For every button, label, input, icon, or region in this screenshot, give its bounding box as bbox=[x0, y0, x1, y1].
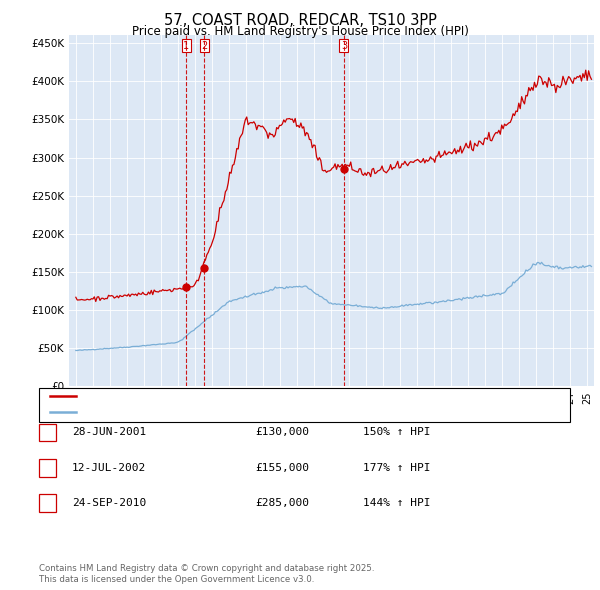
Text: 57, COAST ROAD, REDCAR, TS10 3PP (semi-detached house): 57, COAST ROAD, REDCAR, TS10 3PP (semi-d… bbox=[81, 391, 398, 401]
Text: 1: 1 bbox=[184, 41, 190, 51]
Text: 28-JUN-2001: 28-JUN-2001 bbox=[72, 428, 146, 437]
Text: 2: 2 bbox=[201, 41, 207, 51]
Text: 144% ↑ HPI: 144% ↑ HPI bbox=[363, 499, 431, 508]
Text: This data is licensed under the Open Government Licence v3.0.: This data is licensed under the Open Gov… bbox=[39, 575, 314, 584]
Text: £155,000: £155,000 bbox=[255, 463, 309, 473]
Text: 24-SEP-2010: 24-SEP-2010 bbox=[72, 499, 146, 508]
Text: 177% ↑ HPI: 177% ↑ HPI bbox=[363, 463, 431, 473]
Text: 3: 3 bbox=[44, 499, 51, 508]
Text: £130,000: £130,000 bbox=[255, 428, 309, 437]
Text: Contains HM Land Registry data © Crown copyright and database right 2025.: Contains HM Land Registry data © Crown c… bbox=[39, 565, 374, 573]
Text: 3: 3 bbox=[341, 41, 347, 51]
Text: 12-JUL-2002: 12-JUL-2002 bbox=[72, 463, 146, 473]
Text: HPI: Average price, semi-detached house, Redcar and Cleveland: HPI: Average price, semi-detached house,… bbox=[81, 407, 417, 417]
Text: £285,000: £285,000 bbox=[255, 499, 309, 508]
Text: 150% ↑ HPI: 150% ↑ HPI bbox=[363, 428, 431, 437]
Text: 2: 2 bbox=[44, 463, 51, 473]
Text: Price paid vs. HM Land Registry's House Price Index (HPI): Price paid vs. HM Land Registry's House … bbox=[131, 25, 469, 38]
Text: 1: 1 bbox=[44, 428, 51, 437]
Text: 57, COAST ROAD, REDCAR, TS10 3PP: 57, COAST ROAD, REDCAR, TS10 3PP bbox=[164, 13, 436, 28]
